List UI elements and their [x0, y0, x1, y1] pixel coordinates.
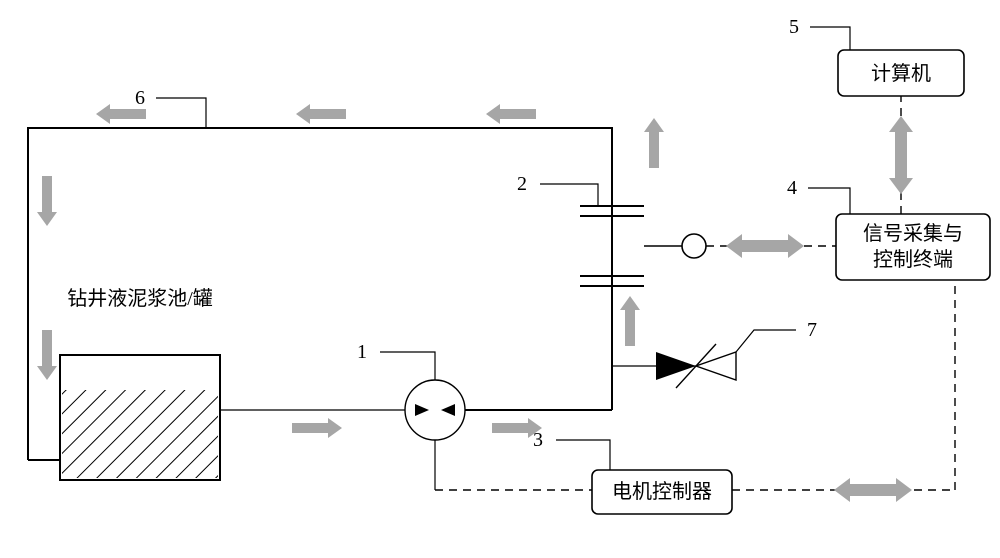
tank-label: 钻井液泥浆池/罐: [67, 287, 213, 310]
box-computer: 计算机: [838, 50, 964, 96]
num-4: 4: [787, 177, 797, 199]
num-2: 2: [517, 173, 527, 195]
leader-7: [736, 330, 796, 352]
signal-arrows: [726, 116, 913, 502]
leader-1: [380, 352, 435, 380]
num-5: 5: [789, 16, 799, 38]
num-7: 7: [807, 319, 817, 341]
svg-text:控制终端: 控制终端: [873, 248, 953, 271]
leader-6: [156, 98, 206, 128]
svg-text:信号采集与: 信号采集与: [863, 222, 963, 245]
tank: 钻井液泥浆池/罐: [60, 287, 220, 480]
pump: [405, 380, 465, 490]
leader-3: [556, 440, 610, 470]
svg-text:电机控制器: 电机控制器: [612, 480, 712, 503]
valve: [612, 344, 736, 388]
leader-2: [540, 184, 598, 206]
leader-5: [810, 27, 850, 50]
flow-arrows: [37, 104, 664, 438]
diagram-root: 钻井液泥浆池/罐 1 2 7 电机控制器 3: [0, 0, 1000, 558]
num-6: 6: [135, 87, 145, 109]
svg-text:计算机: 计算机: [871, 62, 931, 85]
box-signal: 信号采集与 控制终端: [836, 214, 990, 280]
box-motor: 电机控制器: [592, 470, 732, 514]
leader-4: [808, 188, 850, 214]
num-1: 1: [357, 341, 367, 363]
